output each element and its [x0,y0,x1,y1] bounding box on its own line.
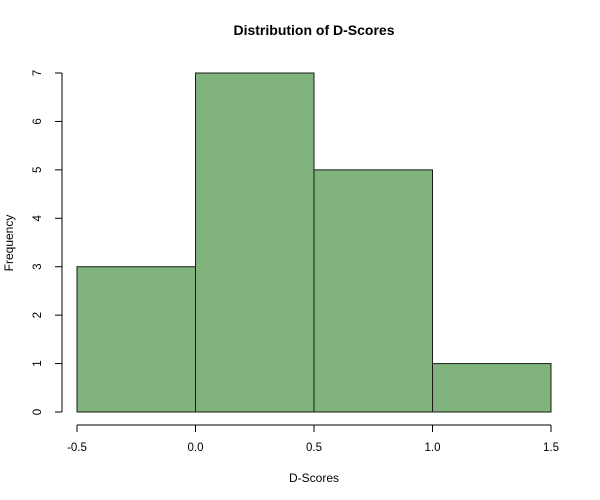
bars-group [76,72,552,413]
x-axis-label: D-Scores [289,471,339,485]
x-axis: -0.5 0.0 0.5 1.0 1.5 [67,424,559,454]
y-tick-label: 2 [32,312,44,318]
y-tick-label: 1 [32,360,44,366]
y-tick-label: 5 [32,167,44,173]
y-tick-label: 3 [32,264,44,270]
x-tick-label: 1.5 [543,442,559,454]
y-axis: 0 1 2 3 4 5 6 7 [32,70,63,415]
x-tick-label: 1.0 [425,442,441,454]
x-tick-label: -0.5 [67,442,87,454]
y-tick-label: 7 [32,70,44,76]
x-tick-label: 0.5 [306,442,322,454]
y-axis-label: Frequency [2,215,16,272]
histogram-bar-1 [195,72,315,413]
y-tick-label: 0 [32,409,44,415]
y-tick-label: 4 [32,214,44,221]
histogram-bar-3 [432,363,552,413]
x-tick-label: 0.0 [188,442,204,454]
chart-title: Distribution of D-Scores [233,22,394,38]
histogram-bar-2 [313,169,433,413]
histogram-bar-0 [76,266,196,413]
y-tick-label: 6 [32,118,44,124]
